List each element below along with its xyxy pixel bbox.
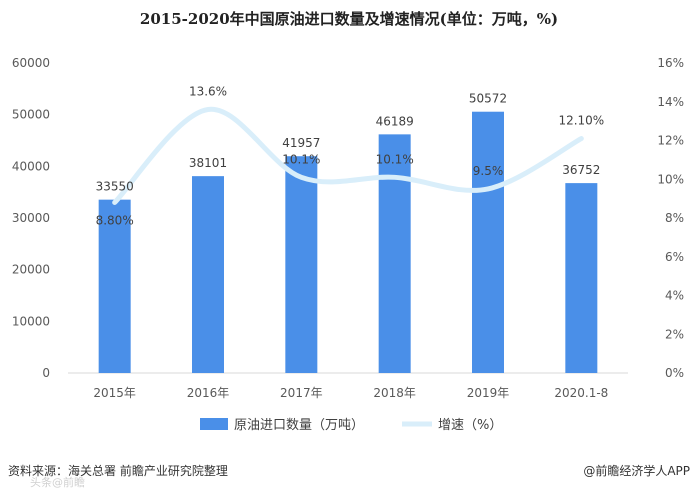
left-axis-tick-label: 60000 [12, 56, 50, 70]
x-axis-tick-label: 2020.1-8 [554, 386, 608, 400]
left-axis-tick-label: 50000 [12, 108, 50, 122]
bar-series [98, 111, 598, 373]
legend-bar-swatch [200, 418, 228, 430]
right-axis-tick-label: 6% [665, 250, 684, 264]
legend-bar-label: 原油进口数量（万吨） [234, 418, 364, 433]
bar [285, 156, 318, 373]
bar [378, 134, 411, 373]
line-data-labels: 8.80% 13.6% 10.1% 10.1% 9.5% 12.10% [96, 85, 605, 228]
left-axis-ticks: 0 10000 20000 30000 40000 50000 60000 [12, 56, 50, 380]
bar-value-label: 50572 [469, 92, 507, 106]
x-axis-tick-label: 2016年 [187, 386, 230, 400]
bar [565, 183, 598, 373]
bar [472, 111, 504, 373]
bar-data-labels: 33550 38101 41957 46189 50572 36752 [96, 92, 601, 194]
x-axis-tick-label: 2015年 [93, 386, 136, 400]
legend: 原油进口数量（万吨） 增速（%） [200, 418, 502, 433]
legend-line-label: 增速（%） [438, 418, 502, 433]
bar-value-label: 46189 [376, 114, 414, 128]
line-value-label: 10.1% [282, 152, 320, 166]
source-note: 资料来源：海关总署 前瞻产业研究院整理 [8, 464, 228, 478]
bar-value-label: 38101 [189, 156, 227, 170]
line-value-label: 13.6% [189, 85, 227, 99]
right-axis-tick-label: 8% [665, 211, 684, 225]
left-axis-tick-label: 30000 [12, 211, 50, 225]
bar-value-label: 36752 [562, 163, 600, 177]
bar-value-label: 41957 [282, 136, 320, 150]
bar [192, 176, 224, 373]
left-axis-tick-label: 20000 [12, 263, 50, 277]
left-axis-tick-label: 10000 [12, 314, 50, 328]
watermark: 头条@前瞻 [30, 476, 85, 489]
right-axis-tick-label: 12% [657, 134, 684, 148]
brand-credit: @前瞻经济学人APP [583, 464, 690, 478]
x-axis-ticks: 2015年 2016年 2017年 2018年 2019年 2020.1-8 [93, 386, 608, 400]
line-value-label: 10.1% [376, 152, 414, 166]
right-axis-tick-label: 4% [665, 289, 684, 303]
line-value-label: 9.5% [473, 164, 504, 178]
right-axis-tick-label: 14% [657, 95, 684, 109]
line-value-label: 12.10% [558, 114, 604, 128]
left-axis-tick-label: 0 [42, 366, 50, 380]
x-axis-tick-label: 2018年 [373, 386, 416, 400]
bar-value-label: 33550 [96, 180, 134, 194]
chart-title: 2015-2020年中国原油进口数量及增速情况(单位：万吨，%) [139, 10, 559, 28]
growth-line-series [112, 106, 584, 205]
right-axis-tick-label: 2% [665, 327, 684, 341]
right-axis-tick-label: 0% [665, 366, 684, 380]
right-axis-tick-label: 16% [657, 56, 684, 70]
bar [98, 199, 131, 373]
line-value-label: 8.80% [96, 214, 134, 228]
x-axis-tick-label: 2017年 [280, 386, 323, 400]
right-axis-tick-label: 10% [657, 172, 684, 186]
x-axis-tick-label: 2019年 [467, 386, 510, 400]
left-axis-tick-label: 40000 [12, 159, 50, 173]
right-axis-ticks: 0% 2% 4% 6% 8% 10% 12% 14% 16% [657, 56, 684, 380]
